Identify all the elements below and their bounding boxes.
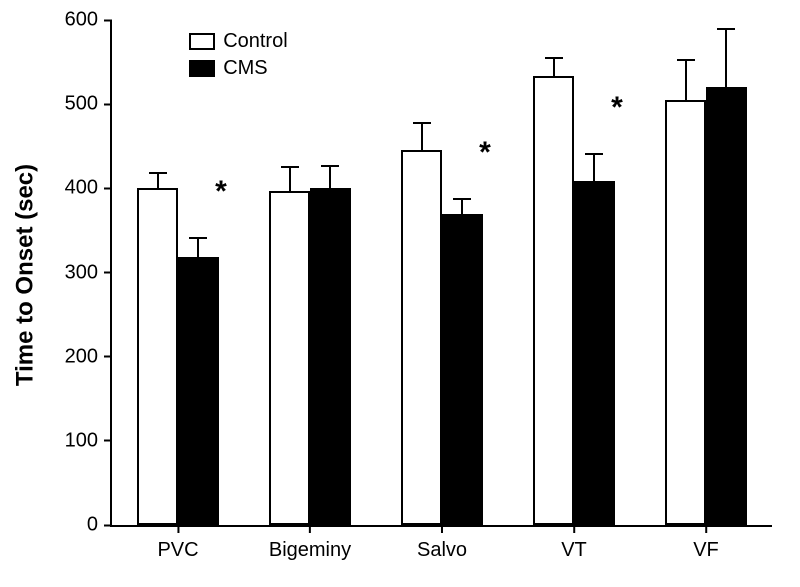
legend-item: Control: [189, 30, 287, 53]
y-tick: 200: [58, 345, 112, 368]
bar: [442, 214, 483, 525]
y-tick-label: 600: [58, 9, 98, 32]
error-bar: [329, 166, 331, 189]
x-tick: VT: [561, 525, 587, 562]
x-tick-label: VF: [693, 539, 719, 562]
legend-label: Control: [223, 30, 287, 53]
error-bar-cap: [321, 165, 339, 167]
y-tick-mark: [104, 440, 112, 442]
y-tick-mark: [104, 356, 112, 358]
y-tick-label: 100: [58, 429, 98, 452]
bar: [401, 150, 442, 525]
y-tick-mark: [104, 524, 112, 526]
error-bar-cap: [189, 237, 207, 239]
legend-swatch: [189, 33, 215, 50]
error-bar: [725, 29, 727, 86]
bar: [310, 188, 351, 525]
y-tick: 100: [58, 429, 112, 452]
y-tick: 500: [58, 93, 112, 116]
y-tick-label: 0: [58, 514, 98, 537]
error-bar: [421, 123, 423, 150]
y-tick-label: 200: [58, 345, 98, 368]
plot-area: 0100200300400500600PVCBigeminySalvoVTVF*…: [110, 20, 772, 527]
error-bar-cap: [677, 59, 695, 61]
y-tick: 300: [58, 261, 112, 284]
error-bar: [197, 238, 199, 257]
error-bar-cap: [585, 153, 603, 155]
figure: 0 100 200 300 400 500 600 PVC Bigeminy Salvo VT VF *…: [0, 0, 800, 587]
significance-marker: *: [215, 175, 227, 209]
x-tick-label: VT: [561, 539, 587, 562]
error-bar: [593, 154, 595, 181]
error-bar-cap: [149, 172, 167, 174]
y-tick-mark: [104, 103, 112, 105]
x-tick-mark: [177, 525, 179, 533]
error-bar: [553, 58, 555, 77]
error-bar: [289, 167, 291, 191]
bar: [665, 100, 706, 525]
bar: [706, 87, 747, 526]
significance-marker: *: [611, 91, 623, 125]
x-tick-mark: [573, 525, 575, 533]
y-axis-title: Time to Onset (sec): [11, 22, 39, 527]
y-tick-mark: [104, 272, 112, 274]
x-tick-label: PVC: [157, 539, 198, 562]
bar: [533, 76, 574, 525]
y-tick-mark: [104, 187, 112, 189]
error-bar: [157, 173, 159, 188]
error-bar-cap: [717, 28, 735, 30]
error-bar-cap: [413, 122, 431, 124]
significance-marker: *: [479, 136, 491, 170]
y-tick-label: 400: [58, 177, 98, 200]
y-tick-label: 300: [58, 261, 98, 284]
y-tick-label: 500: [58, 93, 98, 116]
x-tick-mark: [705, 525, 707, 533]
error-bar-cap: [545, 57, 563, 59]
legend-swatch: [189, 60, 215, 77]
legend-item: CMS: [189, 57, 287, 80]
y-tick: 400: [58, 177, 112, 200]
legend-label: CMS: [223, 57, 267, 80]
x-tick-label: Bigeminy: [269, 539, 351, 562]
bar: [574, 181, 615, 525]
x-tick: Salvo: [417, 525, 467, 562]
x-tick: Bigeminy: [269, 525, 351, 562]
x-tick: VF: [693, 525, 719, 562]
error-bar: [685, 60, 687, 100]
legend: Control CMS: [189, 30, 287, 80]
x-tick-label: Salvo: [417, 539, 467, 562]
y-tick: 0: [58, 514, 112, 537]
x-tick-mark: [309, 525, 311, 533]
error-bar: [461, 199, 463, 213]
x-tick-mark: [441, 525, 443, 533]
bar: [137, 188, 178, 525]
error-bar-cap: [281, 166, 299, 168]
bar: [178, 257, 219, 525]
error-bar-cap: [453, 198, 471, 200]
bar: [269, 191, 310, 525]
y-tick-mark: [104, 19, 112, 21]
x-tick: PVC: [157, 525, 198, 562]
y-tick: 600: [58, 9, 112, 32]
